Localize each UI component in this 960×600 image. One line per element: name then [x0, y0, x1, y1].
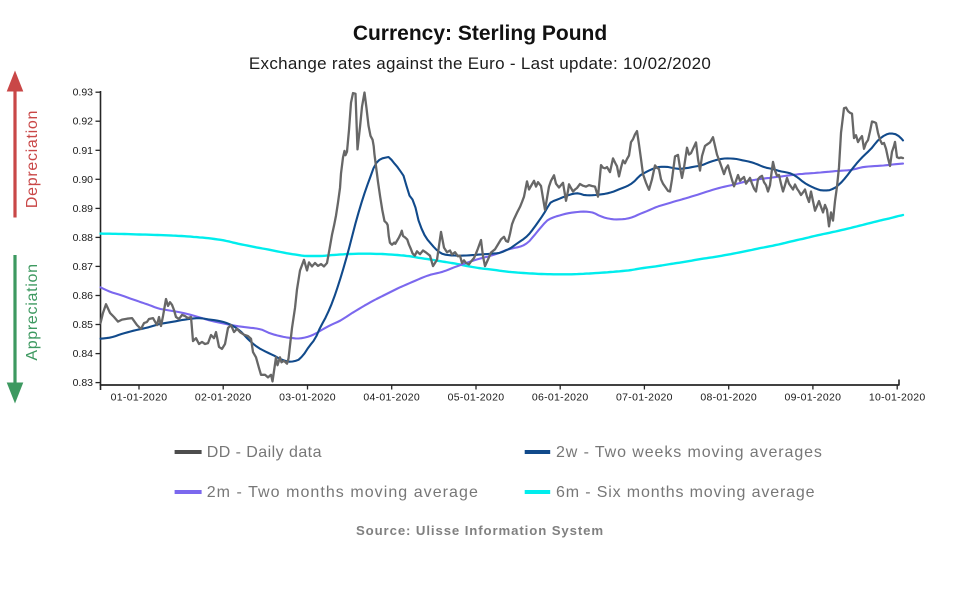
svg-text:0.87: 0.87 [73, 261, 94, 273]
svg-text:0.84: 0.84 [73, 348, 94, 360]
svg-text:2m - Two months moving average: 2m - Two months moving average [207, 484, 479, 501]
svg-text:0.83: 0.83 [73, 377, 94, 389]
svg-text:Source: Ulisse Information Sys: Source: Ulisse Information System [356, 523, 604, 538]
svg-text:Exchange rates against the Eur: Exchange rates against the Euro - Last u… [249, 54, 711, 73]
svg-text:0.93: 0.93 [73, 87, 94, 99]
svg-text:10-01-2020: 10-01-2020 [869, 392, 926, 404]
svg-text:04-01-2020: 04-01-2020 [363, 392, 420, 404]
svg-text:09-01-2020: 09-01-2020 [785, 392, 842, 404]
svg-text:0.86: 0.86 [73, 290, 94, 302]
svg-text:08-01-2020: 08-01-2020 [700, 392, 757, 404]
svg-text:0.89: 0.89 [73, 203, 94, 215]
svg-text:Depreciation: Depreciation [24, 110, 41, 208]
svg-text:07-01-2020: 07-01-2020 [616, 392, 673, 404]
svg-text:DD - Daily data: DD - Daily data [207, 444, 322, 461]
svg-text:0.88: 0.88 [73, 232, 94, 244]
svg-text:0.91: 0.91 [73, 145, 94, 157]
svg-text:2w - Two weeks moving averages: 2w - Two weeks moving averages [556, 444, 823, 461]
svg-text:01-01-2020: 01-01-2020 [111, 392, 168, 404]
svg-text:0.92: 0.92 [73, 116, 94, 128]
svg-text:06-01-2020: 06-01-2020 [532, 392, 589, 404]
svg-text:0.85: 0.85 [73, 319, 94, 331]
svg-text:02-01-2020: 02-01-2020 [195, 392, 252, 404]
svg-text:05-01-2020: 05-01-2020 [448, 392, 505, 404]
svg-text:0.90: 0.90 [73, 174, 94, 186]
svg-text:Appreciation: Appreciation [24, 263, 41, 360]
svg-text:Currency: Sterling Pound: Currency: Sterling Pound [353, 22, 607, 45]
svg-text:6m - Six months moving average: 6m - Six months moving average [556, 484, 815, 501]
svg-text:03-01-2020: 03-01-2020 [279, 392, 336, 404]
